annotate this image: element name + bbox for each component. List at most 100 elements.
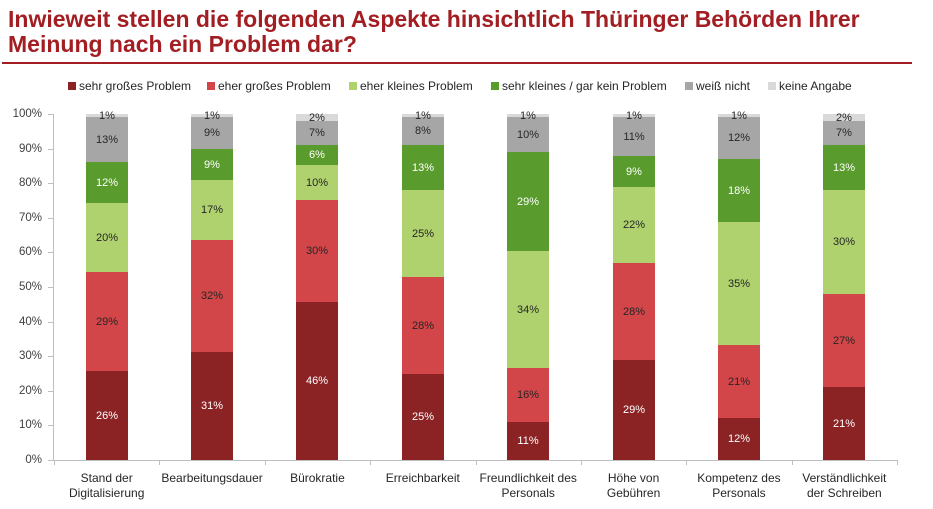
bar-segment (86, 114, 128, 117)
data-label-suffix: % (424, 161, 435, 174)
bar-segment (718, 159, 760, 222)
x-tick-mark (792, 460, 793, 465)
data-label-value: 13 (95, 133, 109, 146)
data-label: 13% (819, 161, 869, 175)
data-label-suffix: % (105, 109, 115, 122)
data-label-value: 1 (204, 109, 211, 122)
legend-swatch (491, 82, 499, 90)
y-tick-mark (48, 425, 53, 426)
x-category-label: Freundlichkeit des Personals (479, 471, 577, 500)
bar-segment (191, 240, 233, 352)
data-label: 12% (82, 176, 132, 190)
data-label: 29% (609, 403, 659, 417)
data-label-value: 30 (832, 236, 846, 248)
data-label: 18% (714, 184, 764, 198)
data-label-value: 1 (731, 109, 738, 122)
bar-segment (191, 149, 233, 180)
data-label-suffix: % (213, 400, 224, 412)
legend-swatch (68, 82, 76, 90)
data-label: 28% (398, 319, 448, 333)
y-tick-label: 20% (18, 385, 42, 397)
bar-segment (191, 180, 233, 240)
y-tick-label: 0% (25, 454, 42, 466)
x-category-label: Kompetenz des Personals (697, 471, 781, 500)
data-label-value: 25 (411, 411, 425, 423)
bar-segment (718, 345, 760, 418)
data-label-suffix: % (318, 375, 329, 387)
data-label-suffix: % (210, 158, 220, 171)
y-tick-label: 100% (12, 108, 42, 120)
data-label: 1% (503, 109, 553, 123)
data-label: 30% (292, 244, 342, 258)
legend-swatch (685, 82, 693, 90)
data-label: 1% (187, 109, 237, 123)
data-label-suffix: % (740, 375, 751, 388)
bar-stack: 11% 16% 34% 29% 10% 1% (507, 110, 549, 460)
data-label-value: 35 (727, 277, 741, 290)
bar-segment (718, 222, 760, 345)
legend-label: sehr kleines / gar kein Problem (502, 79, 667, 93)
data-label: 1% (82, 109, 132, 123)
data-label-suffix: % (842, 111, 852, 124)
data-label-suffix: % (845, 236, 856, 248)
data-label-suffix: % (210, 127, 220, 139)
data-label-value: 2 (309, 111, 316, 124)
data-label-suffix: % (529, 303, 540, 316)
data-label-value: 29 (95, 315, 109, 328)
data-label-value: 1 (415, 109, 422, 122)
data-label-value: 11 (517, 435, 529, 447)
data-label-suffix: % (318, 176, 329, 189)
data-label: 31% (187, 399, 237, 413)
data-label: 10% (292, 176, 342, 190)
bar-segment (402, 117, 444, 145)
data-label-suffix: % (845, 417, 856, 430)
y-tick-mark (48, 252, 53, 253)
data-label-value: 25 (411, 227, 425, 240)
y-tick-label: 60% (18, 246, 42, 258)
data-label: 11% (503, 434, 553, 448)
data-label-suffix: % (740, 184, 751, 197)
data-label-value: 26 (95, 409, 109, 422)
data-label-value: 7 (309, 127, 316, 139)
data-label-suffix: % (529, 128, 540, 141)
data-label: 10% (503, 128, 553, 142)
legend-swatch (768, 82, 776, 90)
bar-segment (718, 418, 760, 460)
data-label-suffix: % (421, 125, 431, 137)
y-tick-mark (48, 356, 53, 357)
bar-stack: 12% 21% 35% 18% 12% 1% (718, 110, 760, 460)
bar-segment (191, 117, 233, 149)
bar-stack: 26% 29% 20% 12% 13% 1% (86, 110, 128, 460)
data-label-suffix: % (210, 109, 220, 122)
data-label: 9% (187, 126, 237, 140)
data-label-suffix: % (108, 409, 119, 422)
bar-segment (296, 145, 338, 165)
data-label-suffix: % (529, 389, 540, 401)
data-label-suffix: % (632, 109, 642, 122)
data-label: 22% (609, 218, 659, 232)
legend-label: eher kleines Problem (360, 79, 473, 93)
bar-segment (507, 368, 549, 422)
x-category-label: Bürokratie (290, 471, 345, 485)
data-label: 25% (398, 227, 448, 241)
legend-label: weiß nicht (696, 79, 751, 93)
bar-segment (718, 114, 760, 117)
data-label-suffix: % (213, 204, 224, 216)
x-axis-line (53, 460, 897, 461)
data-label-suffix: % (529, 195, 540, 208)
data-label-suffix: % (845, 334, 856, 347)
data-label-value: 29 (516, 195, 530, 208)
data-label-value: 31 (200, 400, 214, 412)
bar-stack: 21% 27% 30% 13% 7% 2% (823, 111, 865, 460)
bar-segment (86, 371, 128, 460)
data-label-suffix: % (635, 219, 646, 231)
bar-segment (402, 277, 444, 374)
title-divider (2, 62, 912, 64)
data-label: 16% (503, 388, 553, 402)
data-label-suffix: % (528, 435, 539, 447)
data-label: 25% (398, 410, 448, 424)
legend-swatch (207, 82, 215, 90)
data-label: 27% (819, 334, 869, 348)
data-label-value: 10 (305, 176, 319, 189)
bar-segment (613, 156, 655, 187)
